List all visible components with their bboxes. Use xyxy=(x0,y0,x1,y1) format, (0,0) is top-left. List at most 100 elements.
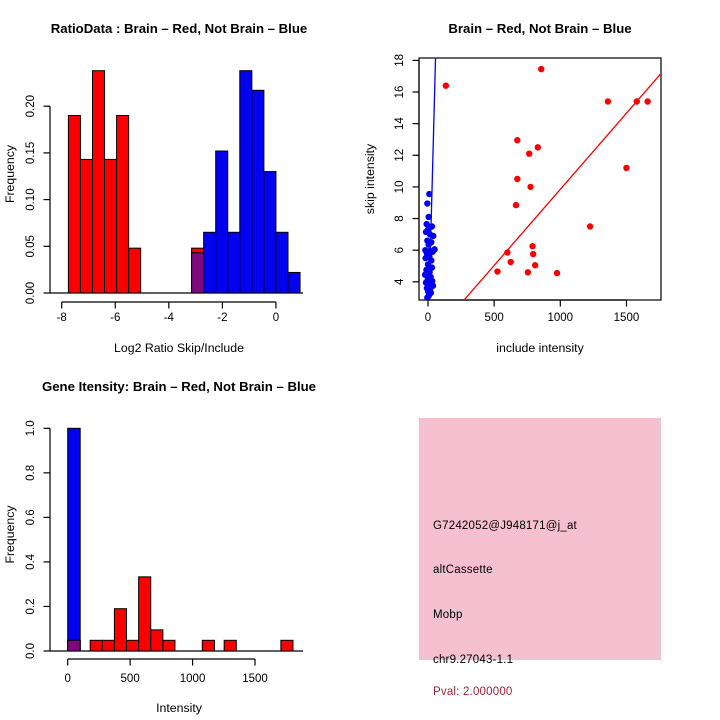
scatter-point-brain-red xyxy=(442,82,450,89)
scatter-point-not-brain-blue xyxy=(429,248,436,255)
x-axis-label: Intensity xyxy=(156,701,203,715)
scatter-point-not-brain-blue xyxy=(424,294,431,300)
scatter-point-brain-red xyxy=(644,98,651,105)
scatter-point-brain-red xyxy=(514,175,521,183)
hist-bar-brain-red xyxy=(138,576,152,652)
hist-bar-brain-red xyxy=(101,639,115,652)
scatter-point-brain-red xyxy=(604,98,612,105)
hist-bar-brain-red xyxy=(201,639,215,652)
y-tick-label: 10 xyxy=(394,181,406,194)
hist-bar-not-brain-blue xyxy=(287,271,301,294)
scatter-point-brain-red xyxy=(494,268,501,275)
hist-bar-brain-red xyxy=(67,115,81,294)
hist-bar-brain-red xyxy=(162,639,176,652)
hist-bar-not-brain-blue xyxy=(227,231,241,294)
pval-text: Pval: 2.000000 xyxy=(433,686,513,698)
gene-intensity-histogram-chart: Gene Itensity: Brain – Red, Not Brain – … xyxy=(3,379,316,715)
scatter-point-brain-red xyxy=(524,269,532,276)
hist-bar-not-brain-blue xyxy=(215,150,229,294)
scatter-point-brain-red xyxy=(527,183,534,191)
scatter-point-brain-red xyxy=(531,262,539,269)
scatter-point-not-brain-blue xyxy=(428,264,436,271)
y-tick-label: 0.15 xyxy=(25,142,37,164)
scatter-point-not-brain-blue xyxy=(421,271,429,278)
scatter-point-brain-red xyxy=(529,243,536,250)
hist-bar-not-brain-blue xyxy=(203,231,217,294)
y-tick-label: 0.0 xyxy=(25,643,37,659)
y-tick-label: 14 xyxy=(394,117,406,130)
x-tick-label: 1500 xyxy=(614,312,640,324)
hist-bar-overlap xyxy=(191,252,205,294)
scatter-point-brain-red xyxy=(507,258,514,266)
hist-bar-brain-red xyxy=(280,639,294,652)
chart-title: RatioData : Brain – Red, Not Brain – Blu… xyxy=(51,21,307,36)
hist-bar-not-brain-blue xyxy=(239,70,253,294)
panel-ratio-histogram: RatioData : Brain – Red, Not Brain – Blu… xyxy=(0,0,360,360)
x-tick-label: 500 xyxy=(121,673,140,685)
scatter-point-not-brain-blue xyxy=(426,190,433,198)
hist-bar-brain-red xyxy=(91,70,106,294)
hist-bar-brain-red xyxy=(116,115,130,294)
x-tick-label: 0 xyxy=(425,312,431,324)
hist-bar-brain-red xyxy=(128,247,142,294)
y-tick-label: 0.20 xyxy=(25,95,37,117)
x-tick-label: -4 xyxy=(164,312,175,324)
hist-bar-not-brain-blue xyxy=(275,231,289,294)
hist-bar-brain-red xyxy=(126,639,140,652)
y-tick-label: 0.6 xyxy=(25,509,37,525)
y-tick-label: 1.0 xyxy=(25,420,37,436)
x-tick-label: -2 xyxy=(217,312,227,324)
scatter-point-not-brain-blue xyxy=(424,200,431,207)
gene-name-text: Mobp xyxy=(433,609,463,621)
scatter-point-not-brain-blue xyxy=(423,220,430,228)
x-tick-label: -6 xyxy=(110,312,120,324)
y-axis-label: Frequency xyxy=(3,144,17,203)
scatter-point-brain-red xyxy=(512,201,520,209)
x-tick-label: 1000 xyxy=(180,673,206,685)
x-tick-label: 1000 xyxy=(548,312,574,324)
x-axis-label: Log2 Ratio Skip/Include xyxy=(114,341,244,355)
hist-bar-not-brain-blue xyxy=(251,89,265,294)
scatter-point-brain-red xyxy=(633,98,640,105)
hist-bar-overlap xyxy=(67,639,81,652)
plot-box xyxy=(418,57,662,301)
scatter-point-not-brain-blue xyxy=(425,213,432,221)
x-tick-label: 500 xyxy=(485,312,504,324)
scatter-point-brain-red xyxy=(538,65,545,73)
x-tick-label: 0 xyxy=(273,312,279,324)
y-tick-label: 4 xyxy=(394,278,406,285)
scatter-point-brain-red xyxy=(514,137,521,144)
scatter-point-not-brain-blue xyxy=(422,254,429,262)
hist-bar-brain-red xyxy=(113,608,128,652)
y-tick-label: 12 xyxy=(394,149,406,162)
y-tick-label: 6 xyxy=(394,247,406,253)
scatter-point-brain-red xyxy=(623,164,630,172)
hist-bar-brain-red xyxy=(89,639,103,652)
y-tick-label: 8 xyxy=(394,215,406,221)
x-axis-label: include intensity xyxy=(496,341,584,355)
x-tick-label: 1500 xyxy=(242,673,268,685)
hist-bar-not-brain-blue xyxy=(263,171,277,294)
intensity-scatter-chart: Brain – Red, Not Brain – Blue 0 500 1000 150… xyxy=(363,21,662,355)
y-tick-label: 0.05 xyxy=(25,235,37,257)
hist-bar-brain-red xyxy=(150,629,164,652)
gene-info-box: G7242052@J948171@j_at altCassette Mobp c… xyxy=(419,418,661,698)
chart-title: Gene Itensity: Brain – Red, Not Brain – … xyxy=(42,379,316,394)
y-tick-label: 16 xyxy=(394,86,406,99)
hist-bar-not-brain-blue xyxy=(67,427,81,652)
y-tick-label: 0.4 xyxy=(25,553,37,570)
locus-text: chr9.27043-1.1 xyxy=(433,654,514,666)
hist-bar-brain-red xyxy=(104,158,118,294)
panel-gene-intensity-histogram: Gene Itensity: Brain – Red, Not Brain – … xyxy=(0,360,360,720)
scatter-point-brain-red xyxy=(529,250,537,258)
scatter-point-brain-red xyxy=(504,249,511,256)
y-axis-label: Frequency xyxy=(3,505,17,564)
panel-intensity-scatter: Brain – Red, Not Brain – Blue 0 500 1000 150… xyxy=(360,0,720,360)
y-tick-label: 0.10 xyxy=(25,188,37,210)
x-tick-label: -8 xyxy=(57,312,67,324)
scatter-point-not-brain-blue xyxy=(425,241,432,248)
x-tick-label: 0 xyxy=(64,673,70,685)
y-tick-label: 0.8 xyxy=(25,465,37,481)
y-axis-label: skip intensity xyxy=(363,143,377,214)
